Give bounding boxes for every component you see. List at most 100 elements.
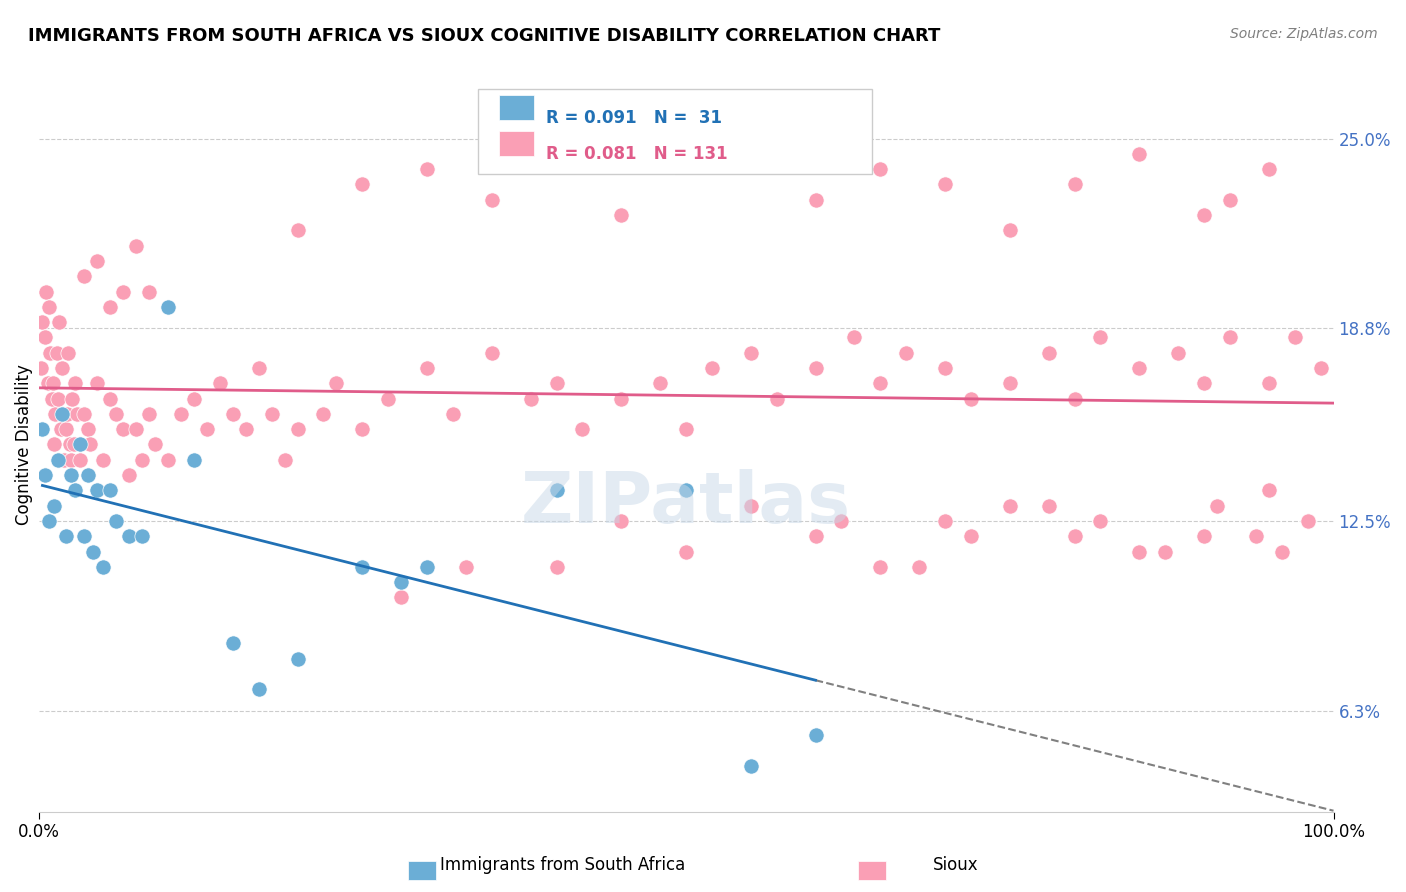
Point [481,345,503,359]
Point [62,437,84,451]
Text: Immigrants from South Africa: Immigrants from South Africa [440,856,685,874]
Point [389,591,412,605]
Point [416,162,439,177]
Point [86,483,108,498]
Point [38,514,60,528]
Point [41,392,63,406]
Point [377,392,399,406]
Point [138,407,160,421]
Point [44,407,66,421]
Point [59,452,82,467]
Point [1271,544,1294,558]
Point [37,376,59,391]
Point [111,285,134,299]
Point [63,483,86,498]
Point [481,193,503,207]
Point [124,238,146,252]
Point [1284,330,1306,344]
Point [111,422,134,436]
Point [1244,529,1267,543]
Point [34,330,56,344]
Point [60,392,83,406]
Point [1219,193,1241,207]
Point [830,514,852,528]
Point [441,407,464,421]
Point [49,422,72,436]
Point [1128,361,1150,376]
Point [1063,392,1085,406]
Point [30,361,52,376]
Point [170,407,193,421]
Point [389,575,412,590]
Point [1063,529,1085,543]
Point [105,514,128,528]
Point [287,422,309,436]
Point [53,452,76,467]
Point [76,468,98,483]
Point [1219,330,1241,344]
Point [765,392,787,406]
Point [82,544,104,558]
Point [42,437,65,451]
Point [896,345,918,359]
Point [546,376,568,391]
Point [1128,147,1150,161]
Point [66,407,89,421]
Point [51,361,73,376]
Point [1038,499,1060,513]
Point [247,682,270,697]
Y-axis label: Cognitive Disability: Cognitive Disability [15,364,32,524]
Point [998,376,1021,391]
Point [869,162,891,177]
Point [56,407,79,421]
Point [91,452,114,467]
Point [143,437,166,451]
Point [98,483,121,498]
Point [86,254,108,268]
Point [934,361,956,376]
Point [998,499,1021,513]
Point [1192,529,1215,543]
Point [675,544,697,558]
Point [546,483,568,498]
Point [804,361,827,376]
Point [124,422,146,436]
Point [325,376,347,391]
Point [46,452,69,467]
Point [1128,544,1150,558]
Point [700,361,723,376]
Point [42,499,65,513]
Point [118,529,141,543]
Point [98,300,121,314]
Point [1206,499,1229,513]
Point [131,452,153,467]
Point [222,407,245,421]
Text: Sioux: Sioux [934,856,979,874]
Point [58,345,80,359]
Point [934,514,956,528]
Point [1090,330,1112,344]
Point [51,407,73,421]
Point [42,376,65,391]
Point [69,452,91,467]
Point [105,407,128,421]
Point [76,422,98,436]
Point [138,285,160,299]
Point [52,407,75,421]
Point [416,361,439,376]
Point [908,559,931,574]
Point [86,376,108,391]
Point [352,422,374,436]
Point [804,193,827,207]
Point [131,529,153,543]
Point [1154,544,1177,558]
Point [247,361,270,376]
Point [454,559,477,574]
Point [1063,178,1085,192]
Point [235,422,257,436]
Point [1257,162,1279,177]
Point [73,407,96,421]
Point [157,452,180,467]
Point [118,468,141,483]
Point [610,514,633,528]
